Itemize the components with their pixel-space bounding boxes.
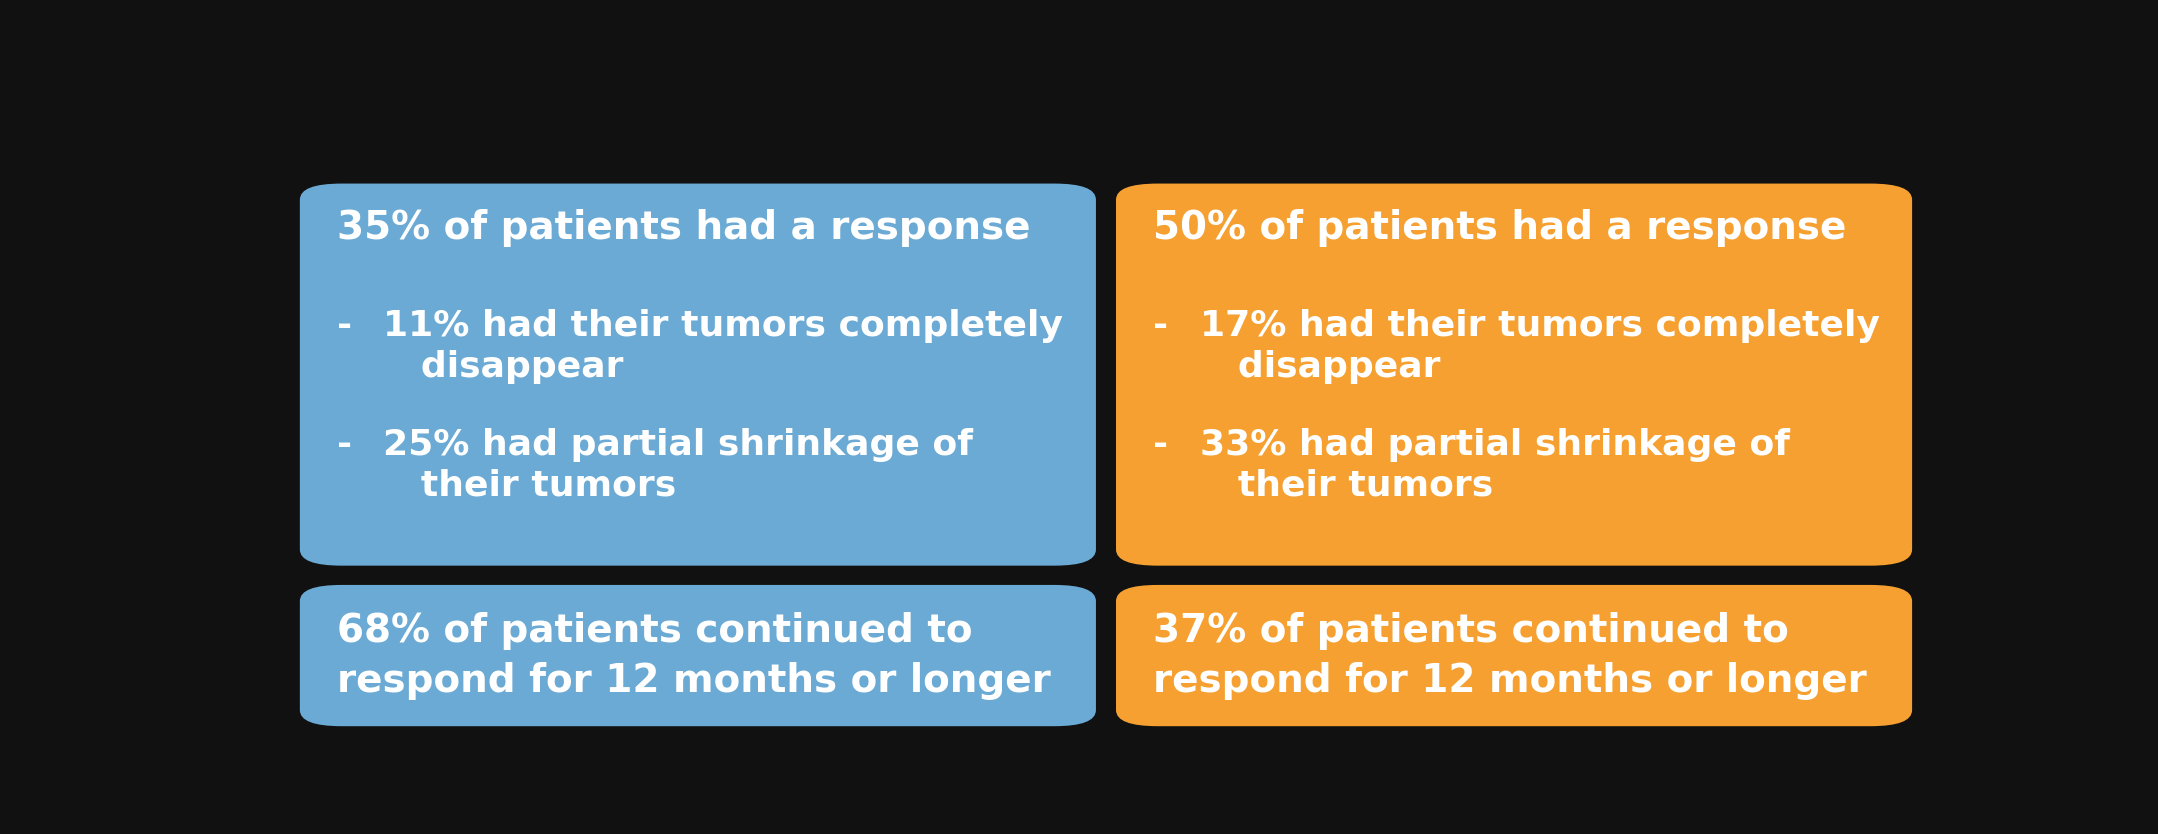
FancyBboxPatch shape <box>300 183 1096 565</box>
Text: 37% of patients continued to
respond for 12 months or longer: 37% of patients continued to respond for… <box>1152 611 1867 700</box>
FancyBboxPatch shape <box>300 585 1096 726</box>
Text: 11% had their tumors completely
   disappear: 11% had their tumors completely disappea… <box>384 309 1064 384</box>
FancyBboxPatch shape <box>1116 183 1912 565</box>
Text: -: - <box>337 309 365 343</box>
Text: 35% of patients had a response: 35% of patients had a response <box>337 209 1029 247</box>
FancyBboxPatch shape <box>1116 585 1912 726</box>
Text: 17% had their tumors completely
   disappear: 17% had their tumors completely disappea… <box>1200 309 1880 384</box>
Text: -: - <box>1152 309 1180 343</box>
Text: 33% had partial shrinkage of
   their tumors: 33% had partial shrinkage of their tumor… <box>1200 428 1789 502</box>
Text: 25% had partial shrinkage of
   their tumors: 25% had partial shrinkage of their tumor… <box>384 428 973 502</box>
Text: -: - <box>1152 428 1180 461</box>
Text: 68% of patients continued to
respond for 12 months or longer: 68% of patients continued to respond for… <box>337 611 1051 700</box>
Text: 50% of patients had a response: 50% of patients had a response <box>1152 209 1847 247</box>
Text: -: - <box>337 428 365 461</box>
